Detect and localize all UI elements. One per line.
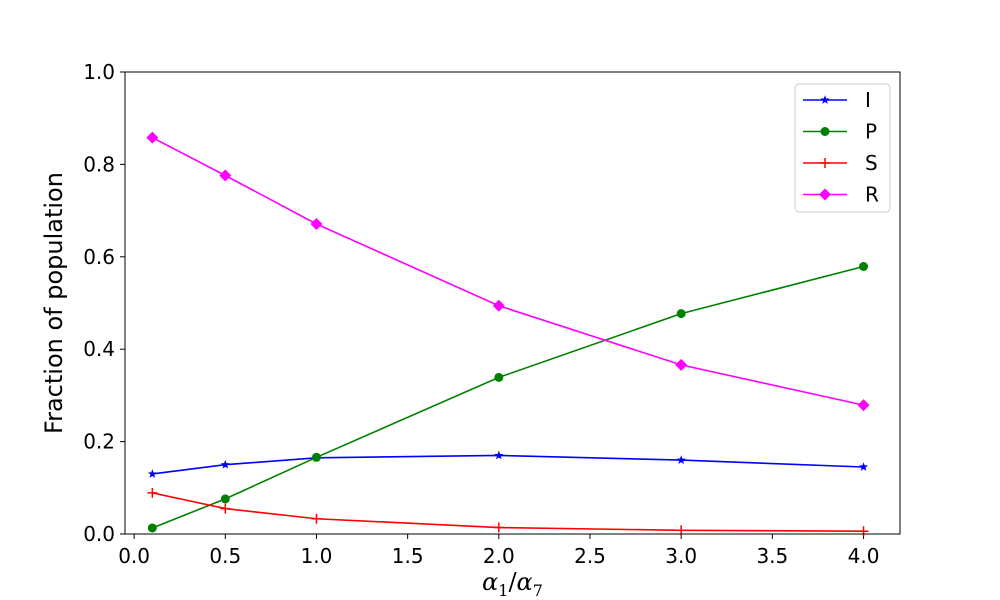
y-axis-label: Fraction of population (40, 172, 68, 434)
plot-area-frame (124, 71, 901, 535)
x-axis-label-sub-1: 1 (498, 581, 508, 600)
legend-label-s: S (865, 151, 878, 175)
series-s-point (493, 522, 504, 533)
series-s-point (858, 526, 869, 537)
legend-frame (794, 83, 891, 213)
series-r-line (151, 136, 864, 406)
series-r (146, 131, 870, 412)
x-axis-label-sub-7: 7 (533, 581, 543, 600)
series-s-point (311, 513, 322, 524)
y-tick-label: 0.2 (83, 430, 115, 454)
series-s-point (147, 487, 158, 498)
x-tick-label: 1.0 (301, 544, 333, 568)
legend-label-i: I (865, 88, 871, 112)
series-r-point (675, 358, 688, 371)
series-s (147, 487, 869, 537)
legend-entry-i: I (803, 88, 871, 112)
x-axis-label-alpha-a: α (482, 568, 498, 596)
series-p-point (147, 523, 157, 533)
y-tick-label: 0.4 (83, 337, 115, 361)
series-i-point (147, 469, 157, 478)
series-p-point (676, 309, 686, 319)
legend-marker-i (820, 95, 830, 104)
series-p-line (152, 265, 864, 529)
series-layer (146, 131, 870, 537)
legend-entry-r: R (803, 183, 879, 207)
series-s-line (152, 492, 864, 533)
x-tick-label: 3.0 (665, 544, 697, 568)
series-p-point (311, 452, 321, 462)
x-tick-label: 4.0 (848, 544, 880, 568)
series-s-point (220, 503, 231, 514)
y-tick-label: 0.6 (83, 245, 115, 269)
x-tick-label: 3.5 (756, 544, 788, 568)
series-p-point (220, 494, 230, 504)
legend-marker-r (819, 188, 831, 201)
series-r-point (146, 131, 159, 144)
y-tick-label: 0.0 (83, 522, 115, 546)
legend-entry-p: P (803, 120, 877, 144)
series-p-point (494, 372, 504, 382)
series-r-point (219, 169, 232, 182)
series-i-line (152, 454, 864, 475)
legend-entry-s: S (803, 151, 878, 175)
legend-label-p: P (865, 120, 877, 144)
x-tick-label: 2.0 (483, 544, 515, 568)
y-tick-label: 1.0 (83, 60, 115, 84)
legend-marker-s (820, 158, 830, 168)
x-tick-label: 2.5 (574, 544, 606, 568)
series-p (147, 262, 869, 533)
axis-ticks: 0.0 0.5 1.0 1.5 2.0 2.5 3.0 3.5 4.0 0.0 0.2 0.4 0.6 0… (83, 60, 879, 568)
x-tick-label: 1.5 (392, 544, 424, 568)
x-axis-label-slash: / (508, 568, 517, 596)
legend-label-r: R (865, 183, 879, 207)
series-i (147, 450, 869, 478)
series-i-point (494, 450, 504, 460)
y-tick-label: 0.8 (83, 152, 115, 176)
series-i-point (676, 455, 686, 464)
x-axis-label: α1/α7 (482, 568, 543, 600)
x-tick-label: 0.0 (118, 544, 150, 568)
series-r-point (492, 299, 505, 312)
series-r-point (857, 399, 870, 412)
legend-marker-p (820, 127, 830, 136)
x-axis-label-alpha-b: α (517, 568, 533, 596)
series-p-point (859, 262, 869, 272)
series-i-point (858, 462, 869, 471)
x-tick-label: 0.5 (209, 544, 241, 568)
series-i-point (220, 459, 230, 469)
series-r-point (310, 217, 323, 230)
